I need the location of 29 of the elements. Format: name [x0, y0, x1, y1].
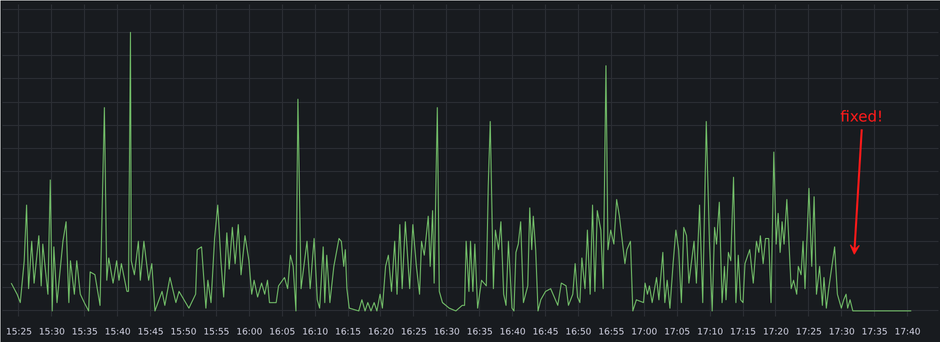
x-tick-label: 15:50: [170, 328, 197, 338]
x-tick-label: 16:30: [434, 328, 460, 338]
x-tick-label: 17:40: [894, 328, 921, 338]
x-tick-label: 16:35: [466, 328, 493, 338]
x-tick-label: 16:55: [598, 328, 624, 338]
x-tick-label: 16:15: [335, 328, 362, 338]
x-tick-label: 15:45: [138, 328, 164, 338]
x-tick-label: 16:00: [236, 328, 263, 338]
x-tick-label: 17:20: [762, 328, 790, 338]
x-tick-label: 17:05: [664, 328, 690, 338]
x-tick-label: 16:40: [500, 328, 526, 338]
x-tick-label: 17:15: [730, 328, 756, 338]
x-tick-label: 17:30: [828, 328, 855, 338]
x-tick-label: 16:50: [565, 328, 592, 338]
annotation: fixed!: [840, 107, 884, 126]
x-tick-label: 16:25: [400, 328, 427, 338]
x-tick-label: 16:05: [269, 328, 296, 338]
x-tick-label: 15:55: [203, 328, 230, 338]
x-tick-label: 17:10: [697, 328, 724, 338]
x-tick-label: 17:35: [862, 328, 888, 338]
x-tick-label: 16:10: [302, 328, 328, 338]
x-tick-label: 17:00: [631, 328, 658, 338]
x-tick-label: 17:25: [796, 328, 822, 338]
x-tick-label: 15:30: [38, 328, 66, 338]
x-tick-label: 15:40: [104, 328, 131, 338]
x-tick-label: 16:20: [368, 328, 394, 338]
x-tick-label: 15:35: [72, 328, 98, 338]
x-tick-label: 15:25: [6, 328, 32, 338]
x-tick-label: 16:45: [532, 328, 559, 338]
